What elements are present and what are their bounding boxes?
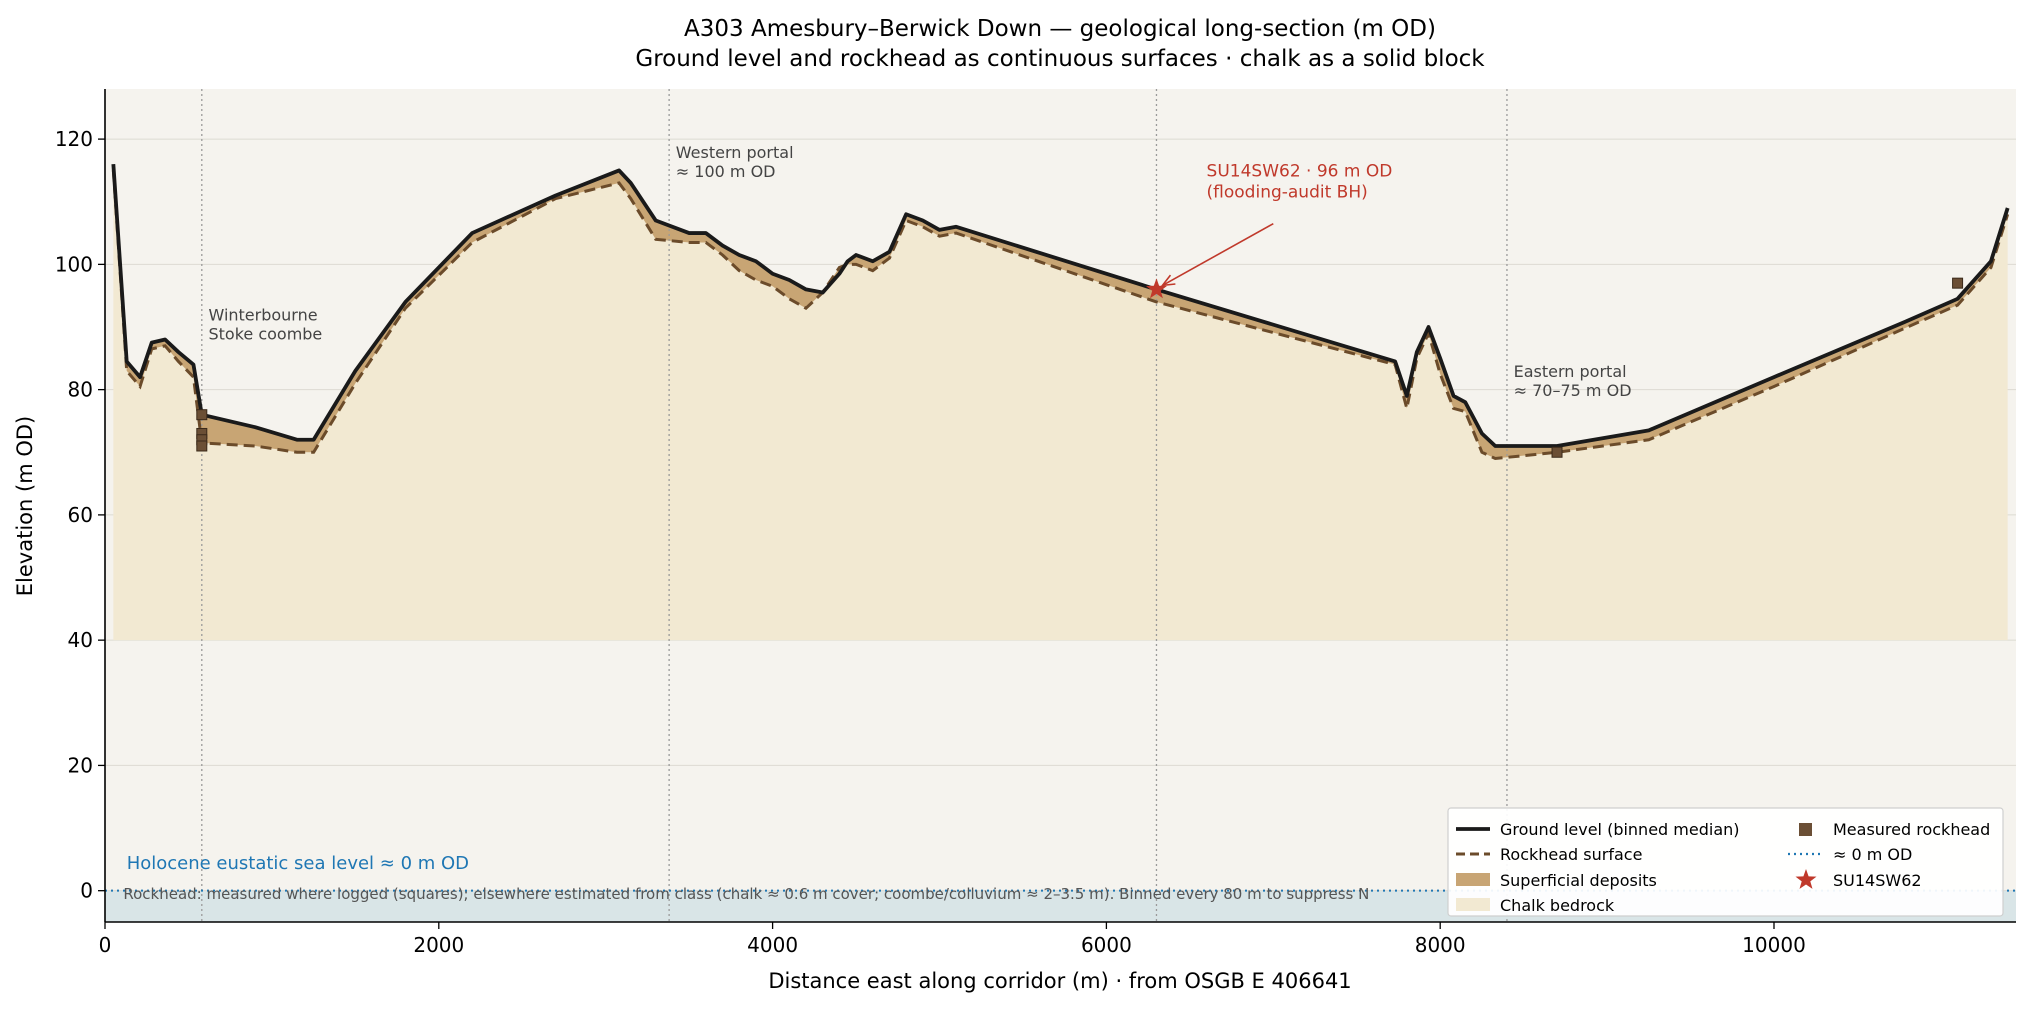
legend-label-rockhead: Rockhead surface [1500,845,1642,864]
legend-label-ground: Ground level (binned median) [1500,820,1740,839]
x-tick-label: 10000 [1742,933,1806,957]
legend-swatch-star [1795,869,1817,889]
legend-label-superficial: Superficial deposits [1500,871,1657,890]
y-tick-label: 40 [68,628,93,652]
footnote-text: Rockhead: measured where logged (squares… [123,885,1369,903]
y-tick-label: 100 [55,252,93,276]
annotation-su14sw62: (flooding-audit BH) [1207,183,1368,203]
y-tick-label: 80 [68,378,93,402]
sea-level-label: Holocene eustatic sea level ≈ 0 m OD [127,853,469,874]
y-tick-label: 0 [80,879,93,903]
legend-swatch-chalk [1456,898,1490,911]
x-tick-label: 2000 [413,933,464,957]
legend-label-sea-level: ≈ 0 m OD [1833,845,1912,864]
y-tick-label: 20 [68,753,93,777]
annotation-winterbourne: Stoke coombe [208,325,322,344]
x-tick-label: 6000 [1081,933,1132,957]
legend-swatch-measured [1799,823,1812,836]
chart-subtitle: Ground level and rockhead as continuous … [635,46,1485,72]
x-tick-label: 4000 [747,933,798,957]
annotation-winterbourne: Winterbourne [208,306,317,325]
legend-box [1447,807,2004,917]
legend-label-measured: Measured rockhead [1833,820,1990,839]
x-axis-label: Distance east along corridor (m) · from … [768,969,1351,993]
legend: Ground level (binned median) Rockhead sur… [1447,807,2004,917]
y-tick-label: 60 [68,503,93,527]
measured-rockhead-point [1551,446,1563,458]
measured-rockhead-point [1952,277,1964,289]
legend-swatch-superficial [1456,873,1490,886]
legend-label-chalk: Chalk bedrock [1500,896,1615,915]
ground-level-line [111,164,2010,448]
chart-title: A303 Amesbury–Berwick Down — geological … [684,16,1436,42]
su14sw62-star-marker [1146,278,1167,299]
annotation-western-portal: ≈ 100 m OD [676,162,776,181]
legend-label-su14sw62: SU14SW62 [1833,871,1922,890]
annotation-su14sw62: SU14SW62 · 96 m OD [1207,162,1393,182]
y-tick-label: 120 [55,127,93,151]
measured-rockhead-point [196,440,208,452]
su14sw62-arrow [1162,222,1274,287]
annotation-eastern-portal: Eastern portal [1514,362,1627,381]
x-tick-label: 0 [99,933,112,957]
annotation-eastern-portal: ≈ 70–75 m OD [1514,381,1632,400]
x-tick-label: 8000 [1415,933,1466,957]
chalk-bedrock-area [113,170,2008,641]
y-axis-label: Elevation (m OD) [13,416,37,596]
measured-rockhead-point [196,409,208,421]
annotation-western-portal: Western portal [676,143,794,162]
su14sw62-arrowhead [1160,274,1176,287]
